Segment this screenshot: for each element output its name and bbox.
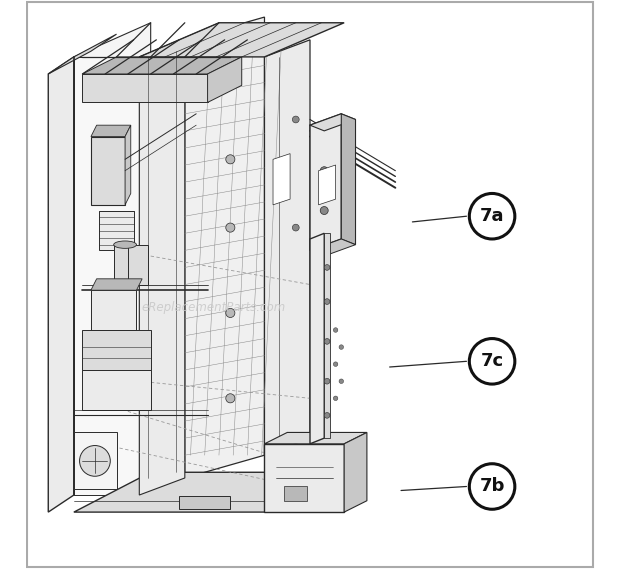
Circle shape bbox=[324, 299, 330, 304]
Circle shape bbox=[324, 339, 330, 344]
Circle shape bbox=[321, 207, 328, 215]
Circle shape bbox=[469, 193, 515, 239]
Polygon shape bbox=[91, 279, 142, 290]
Polygon shape bbox=[265, 40, 310, 455]
Text: 7a: 7a bbox=[480, 207, 504, 225]
Circle shape bbox=[339, 379, 343, 384]
Polygon shape bbox=[113, 245, 136, 284]
Polygon shape bbox=[91, 290, 136, 330]
Polygon shape bbox=[74, 432, 117, 489]
Polygon shape bbox=[310, 114, 341, 250]
Circle shape bbox=[469, 339, 515, 384]
Polygon shape bbox=[74, 57, 140, 495]
Polygon shape bbox=[82, 57, 242, 74]
Polygon shape bbox=[310, 114, 355, 131]
Circle shape bbox=[293, 116, 299, 123]
Polygon shape bbox=[310, 239, 355, 256]
Circle shape bbox=[293, 224, 299, 231]
Polygon shape bbox=[179, 496, 231, 509]
Polygon shape bbox=[285, 486, 307, 501]
Polygon shape bbox=[128, 245, 148, 284]
Circle shape bbox=[324, 378, 330, 384]
Text: 7c: 7c bbox=[480, 352, 503, 370]
Circle shape bbox=[79, 446, 110, 476]
Polygon shape bbox=[265, 444, 344, 512]
Polygon shape bbox=[319, 165, 335, 205]
Polygon shape bbox=[324, 233, 330, 438]
Circle shape bbox=[334, 362, 338, 366]
Polygon shape bbox=[310, 233, 324, 444]
Polygon shape bbox=[344, 432, 367, 512]
Polygon shape bbox=[140, 23, 344, 57]
Polygon shape bbox=[82, 330, 151, 370]
Polygon shape bbox=[341, 114, 355, 245]
Circle shape bbox=[339, 345, 343, 349]
Polygon shape bbox=[74, 23, 151, 495]
Circle shape bbox=[324, 265, 330, 270]
Circle shape bbox=[226, 394, 235, 403]
Circle shape bbox=[321, 167, 328, 175]
Polygon shape bbox=[265, 432, 367, 444]
Ellipse shape bbox=[113, 241, 136, 249]
Polygon shape bbox=[91, 137, 125, 205]
Polygon shape bbox=[74, 472, 350, 512]
Polygon shape bbox=[48, 57, 74, 512]
Polygon shape bbox=[48, 34, 117, 74]
Polygon shape bbox=[208, 57, 242, 102]
Circle shape bbox=[469, 464, 515, 509]
Polygon shape bbox=[125, 125, 131, 205]
Polygon shape bbox=[82, 74, 208, 102]
Polygon shape bbox=[91, 125, 131, 137]
Circle shape bbox=[324, 413, 330, 418]
Polygon shape bbox=[140, 40, 185, 495]
Circle shape bbox=[226, 155, 235, 164]
Polygon shape bbox=[82, 370, 151, 410]
Text: eReplacementParts.com: eReplacementParts.com bbox=[141, 301, 285, 314]
Circle shape bbox=[334, 396, 338, 401]
Circle shape bbox=[226, 308, 235, 318]
Polygon shape bbox=[99, 211, 134, 250]
Circle shape bbox=[226, 223, 235, 232]
Circle shape bbox=[334, 328, 338, 332]
Polygon shape bbox=[273, 154, 290, 205]
Text: 7b: 7b bbox=[479, 477, 505, 496]
Polygon shape bbox=[185, 17, 265, 478]
